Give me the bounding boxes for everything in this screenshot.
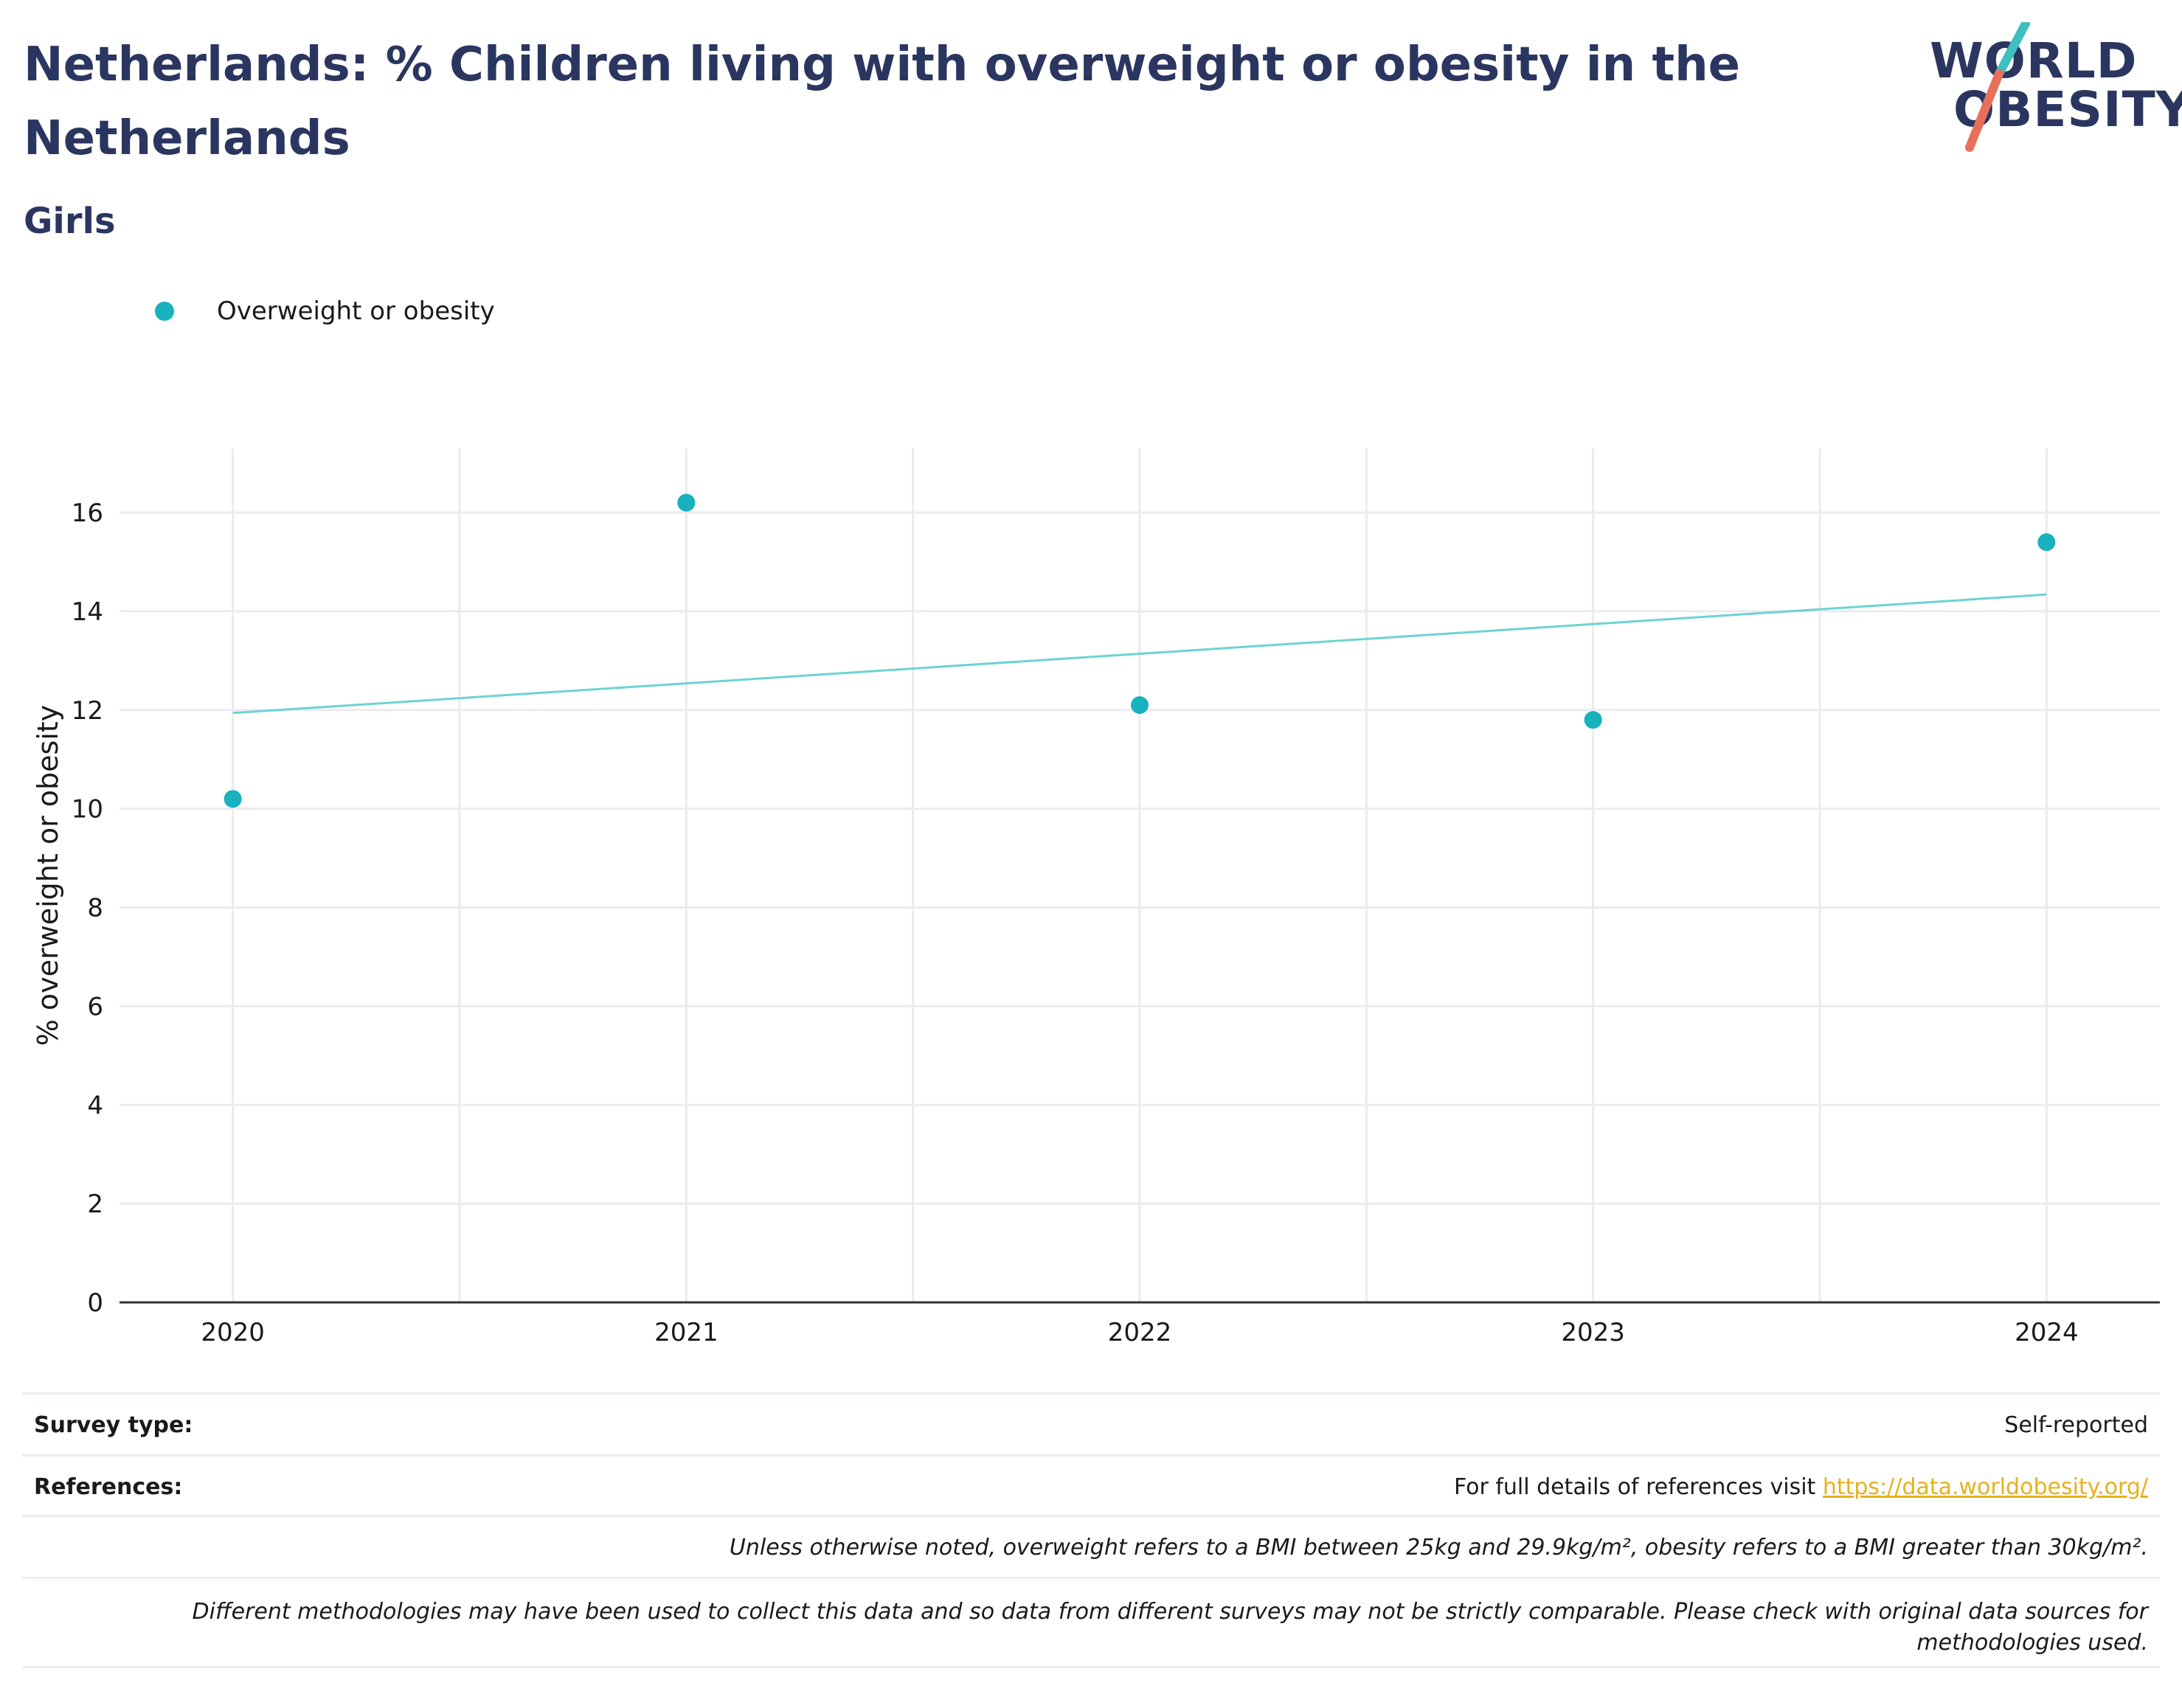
footer-row-references: References: For full details of referenc… bbox=[22, 1454, 2160, 1515]
survey-type-value: Self-reported bbox=[2004, 1412, 2148, 1438]
references-value: For full details of references visit htt… bbox=[1454, 1474, 2148, 1500]
y-axis-title: % overweight or obesity bbox=[32, 705, 64, 1046]
x-tick-label: 2023 bbox=[1561, 1318, 1625, 1347]
logo-line-world: WORLD bbox=[1930, 32, 2138, 89]
footer-row-definition-note: Unless otherwise noted, overweight refer… bbox=[22, 1515, 2160, 1577]
chart-title: Netherlands: % Children living with over… bbox=[24, 38, 1741, 166]
data-point[interactable] bbox=[1584, 711, 1602, 729]
legend-label: Overweight or obesity bbox=[217, 296, 495, 326]
legend-marker-icon bbox=[155, 302, 174, 321]
x-tick-label: 2020 bbox=[201, 1318, 265, 1347]
references-text: For full details of references visit bbox=[1453, 1474, 1823, 1500]
legend: Overweight or obesity bbox=[155, 296, 495, 326]
x-tick-label: 2022 bbox=[1108, 1318, 1172, 1347]
footer-row-survey-type: Survey type: Self-reported bbox=[22, 1392, 2160, 1454]
y-tick-label: 8 bbox=[87, 894, 103, 923]
references-link[interactable]: https://data.worldobesity.org/ bbox=[1822, 1474, 2148, 1500]
y-tick-label: 6 bbox=[87, 992, 103, 1021]
y-tick-label: 16 bbox=[72, 499, 103, 528]
methodology-note-line-2: methodologies used. bbox=[1916, 1630, 2148, 1656]
chart-subtitle: Girls bbox=[24, 201, 116, 242]
methodology-note: Different methodologies may have been us… bbox=[193, 1597, 2148, 1659]
definition-note: Unless otherwise noted, overweight refer… bbox=[729, 1535, 2148, 1561]
x-tick-label: 2024 bbox=[2015, 1318, 2079, 1347]
y-tick-label: 4 bbox=[87, 1091, 103, 1120]
world-obesity-logo: WORLD OBESITY bbox=[1918, 22, 2182, 155]
logo-slash-icon bbox=[1965, 22, 2030, 152]
data-point[interactable] bbox=[1131, 696, 1149, 715]
scatter-chart: 0 2 4 6 8 10 12 14 16 2020 2021 2022 2023 2024 % overw… bbox=[32, 448, 2160, 1347]
survey-type-label: Survey type: bbox=[34, 1412, 193, 1438]
references-label: References: bbox=[34, 1474, 183, 1500]
y-tick-label: 14 bbox=[72, 597, 103, 627]
footer-table: Survey type: Self-reported References: F… bbox=[22, 1392, 2160, 1668]
y-tick-label: 12 bbox=[72, 696, 103, 726]
footer-row-methodology-note: Different methodologies may have been us… bbox=[22, 1577, 2160, 1668]
y-tick-label: 2 bbox=[87, 1190, 103, 1219]
x-tick-label: 2021 bbox=[654, 1318, 718, 1347]
data-point[interactable] bbox=[224, 790, 242, 808]
y-tick-label: 0 bbox=[87, 1288, 103, 1318]
data-point[interactable] bbox=[677, 493, 696, 512]
trend-line bbox=[232, 593, 2047, 715]
data-point[interactable] bbox=[2037, 533, 2056, 552]
methodology-note-line-1: Different methodologies may have been us… bbox=[192, 1599, 2148, 1625]
y-tick-label: 10 bbox=[72, 795, 103, 825]
